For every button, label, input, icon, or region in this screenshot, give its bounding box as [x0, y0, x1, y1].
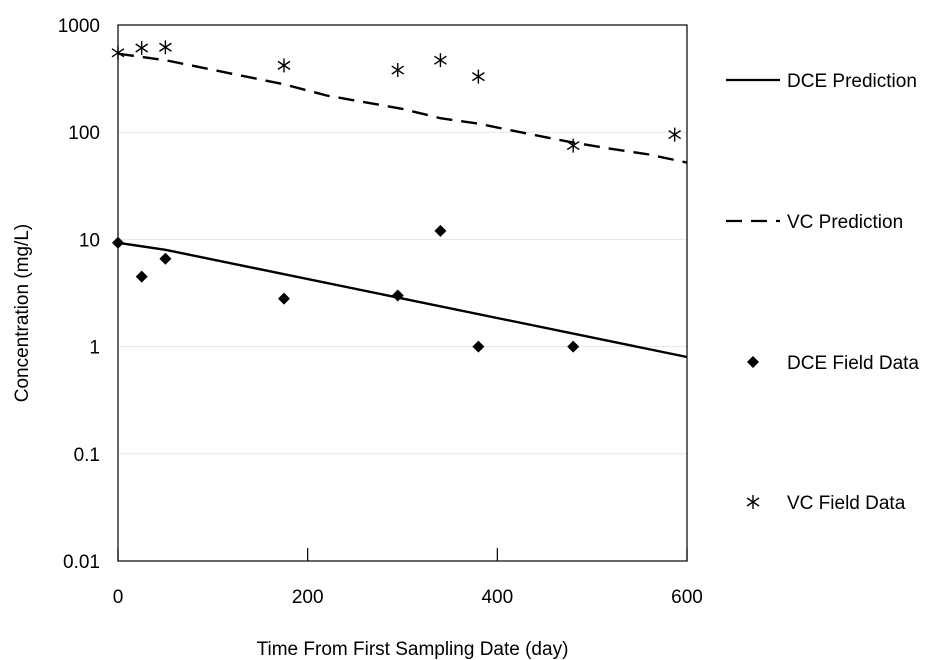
data-point-vc [159, 40, 172, 55]
y-tick-label: 1000 [58, 16, 100, 37]
line-vc-prediction [117, 52, 688, 164]
data-point-vc [434, 53, 447, 68]
data-point-dce [472, 340, 485, 353]
x-tick-label: 0 [113, 587, 124, 608]
data-point-dce [391, 289, 404, 302]
data-point-vc [668, 127, 682, 142]
data-point-vc [135, 41, 149, 56]
plot-area-frame [117, 24, 688, 562]
data-point-vc [566, 138, 580, 153]
x-tick-label: 400 [481, 587, 513, 608]
legend-label-vc-field-data: VC Field Data [787, 493, 906, 514]
data-point-dce [135, 270, 148, 283]
y-tick-label: 10 [79, 230, 100, 251]
series-vc-field-data [111, 40, 682, 153]
x-axis-title: Time From First Sampling Date (day) [257, 639, 569, 660]
legend-marker-dce-field-data [747, 356, 759, 368]
series-layer [111, 40, 688, 359]
data-point-dce [434, 224, 447, 237]
series-vc-prediction [117, 52, 688, 164]
gridlines [118, 131, 687, 455]
legend-label-vc-prediction: VC Prediction [787, 212, 903, 233]
data-point-vc [111, 45, 125, 60]
data-point-dce [277, 292, 290, 305]
legend-marker-vc-field-data [746, 495, 760, 509]
series-dce-prediction [117, 241, 688, 359]
x-tick-label: 600 [671, 587, 703, 608]
data-point-dce [567, 340, 580, 353]
axis-ticks: 0 200 400 600 0.01 0.1 1 10 100 1000 [58, 16, 703, 608]
line-dce-prediction [117, 241, 688, 359]
data-point-vc [391, 63, 405, 78]
y-tick-label: 0.01 [63, 552, 100, 573]
x-tick-label: 200 [292, 587, 324, 608]
data-point-vc [471, 69, 485, 84]
legend: DCE Prediction VC Prediction DCE Field D… [726, 71, 919, 514]
data-point-dce [112, 236, 124, 249]
legend-label-dce-prediction: DCE Prediction [787, 71, 917, 92]
y-tick-label: 1 [89, 338, 100, 359]
series-dce-field-data [112, 224, 580, 353]
y-tick-label: 100 [68, 123, 100, 144]
legend-label-dce-field-data: DCE Field Data [787, 353, 919, 374]
data-point-vc [277, 58, 291, 73]
y-tick-label: 0.1 [74, 445, 100, 466]
data-point-dce [159, 252, 172, 265]
y-axis-title: Concentration (mg/L) [12, 224, 33, 402]
